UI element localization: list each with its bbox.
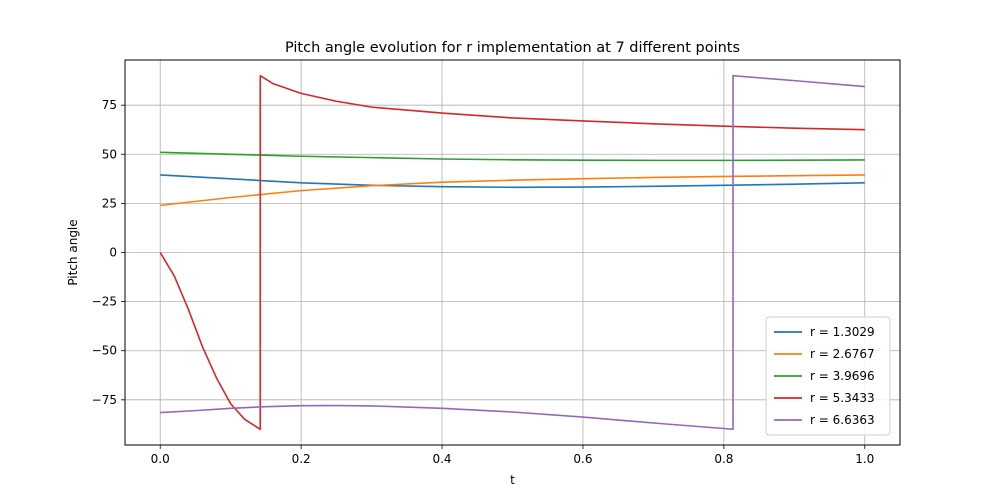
axis-ticks: 0.0 0.2 0.4 0.6 0.8 1.0 −75 −50 −25 0 25 50 75 [92,98,875,466]
series-line [160,151,865,162]
y-tick-label: 50 [102,147,117,161]
x-tick-label: 0.8 [714,452,733,466]
x-tick-label: 0.4 [432,452,451,466]
y-tick-label: 75 [102,98,117,112]
series-line [160,174,865,189]
y-tick-label: 25 [102,196,117,210]
series-line [159,74,865,431]
x-tick-label: 0.0 [151,452,170,466]
legend-entry-label: r = 3.9696 [810,369,875,383]
x-tick-label: 1.0 [855,452,874,466]
y-tick-label: 0 [109,246,117,260]
x-tick-label: 0.6 [573,452,592,466]
legend-box [765,316,891,436]
y-axis-label: Pitch angle [66,219,80,285]
series-lines [159,74,865,431]
legend-entry-label: r = 5.3433 [810,391,875,405]
legend-entry-label: r = 2.6767 [810,347,875,361]
chart-title: Pitch angle evolution for r implementati… [285,40,740,56]
legend: r = 1.3029 r = 2.6767 r = 3.9696 r = 5.3433… [765,316,891,436]
series-line [160,174,865,207]
y-tick-label: −75 [92,393,117,407]
series-line [160,74,865,431]
legend-entry-label: r = 6.6363 [810,413,875,427]
y-tick-label: −25 [92,295,117,309]
x-axis-label: t [510,473,515,487]
legend-entry-label: r = 1.3029 [810,325,875,339]
y-tick-label: −50 [92,344,117,358]
x-tick-label: 0.2 [292,452,311,466]
